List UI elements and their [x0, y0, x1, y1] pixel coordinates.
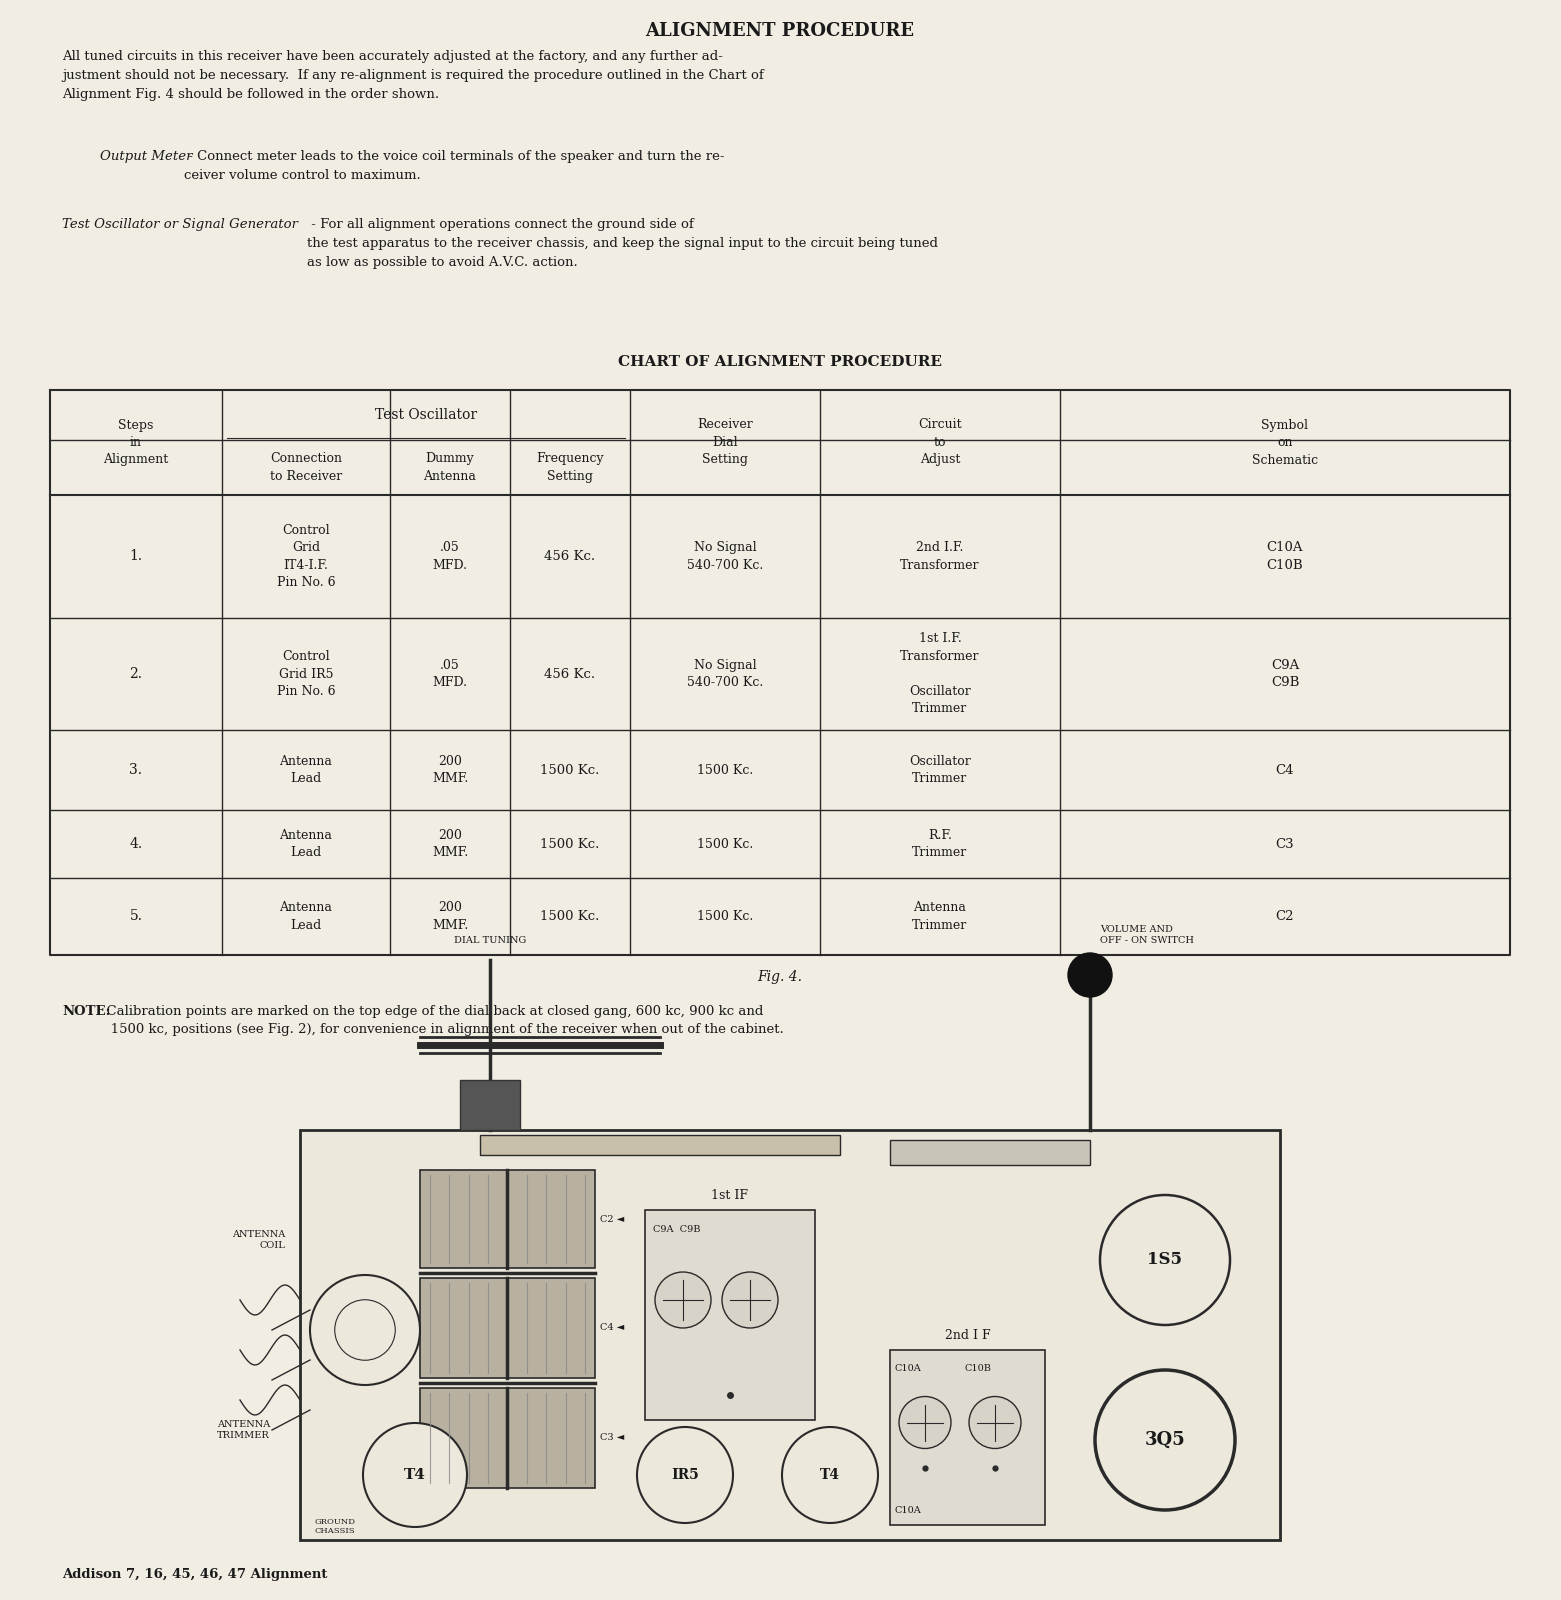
Text: 3.: 3. [130, 763, 142, 778]
Text: VOLUME AND
OFF - ON SWITCH: VOLUME AND OFF - ON SWITCH [1101, 925, 1194, 946]
Text: C10A: C10A [894, 1363, 921, 1373]
Text: 5.: 5. [130, 909, 142, 923]
Text: CHART OF ALIGNMENT PROCEDURE: CHART OF ALIGNMENT PROCEDURE [618, 355, 941, 370]
Text: No Signal
540-700 Kc.: No Signal 540-700 Kc. [687, 659, 763, 690]
Text: ANTENNA
TRIMMER: ANTENNA TRIMMER [217, 1419, 270, 1440]
Text: 1500 Kc.: 1500 Kc. [540, 910, 599, 923]
Text: Antenna
Lead: Antenna Lead [279, 901, 332, 931]
Text: - Connect meter leads to the voice coil terminals of the speaker and turn the re: - Connect meter leads to the voice coil … [184, 150, 724, 182]
Circle shape [782, 1427, 877, 1523]
Text: C4: C4 [1275, 763, 1294, 776]
Text: ALIGNMENT PROCEDURE: ALIGNMENT PROCEDURE [646, 22, 915, 40]
Text: R.F.
Trimmer: R.F. Trimmer [912, 829, 968, 859]
Text: 4.: 4. [130, 837, 142, 851]
Text: Dummy
Antenna: Dummy Antenna [423, 453, 476, 483]
Text: - For all alignment operations connect the ground side of
the test apparatus to : - For all alignment operations connect t… [308, 218, 938, 269]
Text: ANTENNA
COIL: ANTENNA COIL [231, 1230, 286, 1250]
Text: Receiver
Dial
Setting: Receiver Dial Setting [698, 419, 752, 467]
Bar [479, 1134, 840, 1155]
Circle shape [723, 1272, 777, 1328]
Bar [420, 1170, 595, 1267]
Text: 1st IF: 1st IF [712, 1189, 749, 1202]
Text: 2nd I F: 2nd I F [944, 1330, 990, 1342]
Text: 2.: 2. [130, 667, 142, 682]
Text: 3Q5: 3Q5 [1144, 1430, 1185, 1450]
Text: 1.: 1. [130, 549, 142, 563]
Text: Connection
to Receiver: Connection to Receiver [270, 453, 342, 483]
Text: 2nd I.F.
Transformer: 2nd I.F. Transformer [901, 541, 980, 571]
Text: Antenna
Lead: Antenna Lead [279, 829, 332, 859]
Text: Test Oscillator: Test Oscillator [375, 408, 478, 422]
Circle shape [364, 1422, 467, 1526]
Text: NOTE:: NOTE: [62, 1005, 111, 1018]
Text: Output Meter: Output Meter [100, 150, 192, 163]
Text: 1500 Kc.: 1500 Kc. [540, 837, 599, 851]
Text: C2: C2 [1275, 910, 1294, 923]
Text: Circuit
to
Adjust: Circuit to Adjust [918, 419, 962, 467]
Circle shape [1094, 1370, 1235, 1510]
Text: Fig. 4.: Fig. 4. [757, 970, 802, 984]
Text: GROUND
CHASSIS: GROUND CHASSIS [315, 1518, 356, 1534]
Text: 1S5: 1S5 [1147, 1251, 1183, 1269]
Text: 456 Kc.: 456 Kc. [545, 667, 596, 680]
Text: C10A: C10A [894, 1506, 921, 1515]
Text: .05
MFD.: .05 MFD. [432, 541, 467, 571]
Text: Oscillator
Trimmer: Oscillator Trimmer [909, 755, 971, 786]
Text: T4: T4 [820, 1469, 840, 1482]
Text: 200
MMF.: 200 MMF. [432, 755, 468, 786]
Text: Antenna
Trimmer: Antenna Trimmer [912, 901, 968, 931]
Circle shape [311, 1275, 420, 1386]
Text: IR5: IR5 [671, 1469, 699, 1482]
Text: Addison 7, 16, 45, 46, 47 Alignment: Addison 7, 16, 45, 46, 47 Alignment [62, 1568, 328, 1581]
Text: 1500 Kc.: 1500 Kc. [696, 763, 752, 776]
Bar [890, 1139, 1090, 1165]
Text: Symbol
on
Schematic: Symbol on Schematic [1252, 419, 1317, 467]
Text: Test Oscillator or Signal Generator: Test Oscillator or Signal Generator [62, 218, 298, 230]
Text: C9A  C9B: C9A C9B [652, 1226, 701, 1234]
Bar [300, 1130, 1280, 1539]
Text: C10A
C10B: C10A C10B [1266, 541, 1303, 571]
Text: No Signal
540-700 Kc.: No Signal 540-700 Kc. [687, 541, 763, 571]
Bar [420, 1278, 595, 1378]
Circle shape [1068, 954, 1111, 997]
Text: Control
Grid IR5
Pin No. 6: Control Grid IR5 Pin No. 6 [276, 650, 336, 698]
Circle shape [899, 1397, 951, 1448]
Text: 1500 Kc.: 1500 Kc. [540, 763, 599, 776]
Text: C2 ◄: C2 ◄ [599, 1214, 624, 1224]
Circle shape [969, 1397, 1021, 1448]
Text: Control
Grid
IT4-I.F.
Pin No. 6: Control Grid IT4-I.F. Pin No. 6 [276, 523, 336, 589]
Text: Steps
in
Alignment: Steps in Alignment [103, 419, 169, 467]
Text: C3 ◄: C3 ◄ [599, 1434, 624, 1443]
Text: Calibration points are marked on the top edge of the dial back at closed gang, 6: Calibration points are marked on the top… [98, 1005, 784, 1037]
Text: 200
MMF.: 200 MMF. [432, 901, 468, 931]
Bar [645, 1210, 815, 1421]
Text: Frequency
Setting: Frequency Setting [535, 453, 604, 483]
Text: 1st I.F.
Transformer

Oscillator
Trimmer: 1st I.F. Transformer Oscillator Trimmer [901, 632, 980, 715]
Text: T4: T4 [404, 1469, 426, 1482]
Text: All tuned circuits in this receiver have been accurately adjusted at the factory: All tuned circuits in this receiver have… [62, 50, 763, 101]
Text: C3: C3 [1275, 837, 1294, 851]
Text: C4 ◄: C4 ◄ [599, 1323, 624, 1333]
Circle shape [334, 1299, 395, 1360]
Text: .05
MFD.: .05 MFD. [432, 659, 467, 690]
Text: 1500 Kc.: 1500 Kc. [696, 910, 752, 923]
Circle shape [1101, 1195, 1230, 1325]
Text: 1500 Kc.: 1500 Kc. [696, 837, 752, 851]
Text: 456 Kc.: 456 Kc. [545, 550, 596, 563]
Text: C9A
C9B: C9A C9B [1271, 659, 1299, 690]
Bar [890, 1350, 1044, 1525]
Text: 200
MMF.: 200 MMF. [432, 829, 468, 859]
Text: DIAL TUNING: DIAL TUNING [454, 936, 526, 946]
Bar [460, 1080, 520, 1130]
Circle shape [656, 1272, 710, 1328]
Text: C10B: C10B [965, 1363, 991, 1373]
Text: Antenna
Lead: Antenna Lead [279, 755, 332, 786]
Bar [420, 1387, 595, 1488]
Circle shape [637, 1427, 734, 1523]
